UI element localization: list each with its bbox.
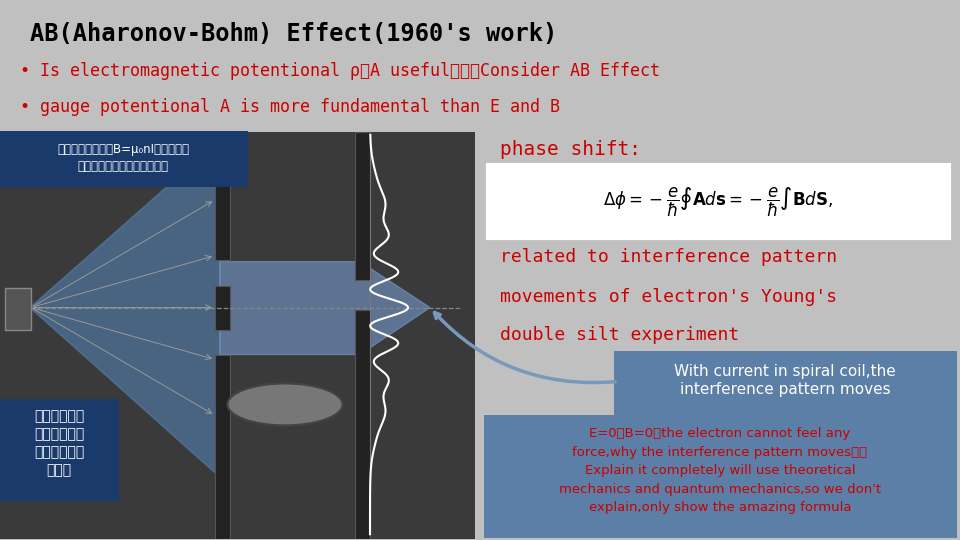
Polygon shape: [220, 262, 430, 354]
Text: 双缝后加密绕: 双缝后加密绕: [34, 446, 84, 460]
Text: 密绕螺线圈，内部B=μ₀nI，外部电场: 密绕螺线圈，内部B=μ₀nI，外部电场: [57, 143, 189, 156]
FancyBboxPatch shape: [614, 350, 957, 416]
FancyBboxPatch shape: [355, 309, 370, 539]
FancyBboxPatch shape: [0, 132, 475, 539]
Text: phase shift:: phase shift:: [500, 140, 641, 159]
FancyBboxPatch shape: [485, 162, 951, 240]
Text: $\Delta\phi = -\dfrac{e}{\hbar}\oint \mathbf{A}d\mathbf{s} = -\dfrac{e}{\hbar}\i: $\Delta\phi = -\dfrac{e}{\hbar}\oint \ma…: [603, 185, 833, 219]
FancyBboxPatch shape: [215, 132, 230, 260]
FancyBboxPatch shape: [5, 288, 31, 329]
FancyBboxPatch shape: [484, 415, 957, 538]
Text: movements of electron's Young's: movements of electron's Young's: [500, 288, 837, 306]
FancyBboxPatch shape: [215, 286, 230, 329]
Text: 磁场均为零。给螺线圈通电流: 磁场均为零。给螺线圈通电流: [78, 160, 169, 173]
Polygon shape: [30, 140, 220, 477]
FancyBboxPatch shape: [0, 131, 248, 187]
FancyBboxPatch shape: [355, 132, 370, 280]
Text: E=0，B=0，the electron cannot feel any
force,why the interference pattern moves？？
: E=0，B=0，the electron cannot feel any for…: [559, 427, 881, 515]
Text: double silt experiment: double silt experiment: [500, 326, 739, 343]
Text: 电子的杨氏双: 电子的杨氏双: [34, 409, 84, 423]
Text: related to interference pattern: related to interference pattern: [500, 248, 837, 266]
Text: 螺线管: 螺线管: [46, 463, 72, 477]
FancyBboxPatch shape: [215, 355, 230, 539]
Ellipse shape: [228, 383, 343, 426]
FancyBboxPatch shape: [0, 400, 119, 501]
Text: • gauge potentional A is more fundamental than E and B: • gauge potentional A is more fundamenta…: [20, 98, 560, 116]
Text: • Is electromagnetic potentional ρ、A useful？？？Consider AB Effect: • Is electromagnetic potentional ρ、A use…: [20, 62, 660, 80]
Text: AB(Aharonov-Bohm) Effect(1960's work): AB(Aharonov-Bohm) Effect(1960's work): [30, 22, 557, 46]
Text: With current in spiral coil,the
interference pattern moves: With current in spiral coil,the interfer…: [674, 364, 896, 397]
Text: 缝干渉实验，: 缝干渉实验，: [34, 427, 84, 441]
